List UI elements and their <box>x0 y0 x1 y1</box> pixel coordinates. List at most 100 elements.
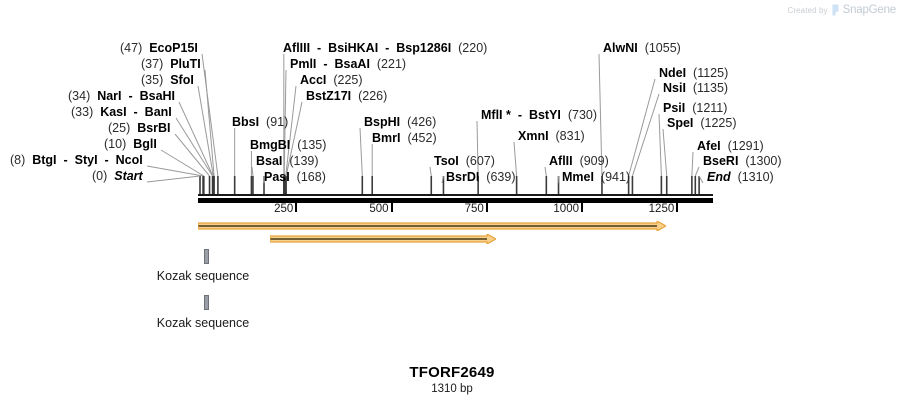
enzyme-name: StyI <box>74 153 98 167</box>
enzyme-position: (941) <box>600 170 631 184</box>
enzyme-position: (221) <box>376 57 407 71</box>
enzyme-position: (1291) <box>727 139 764 153</box>
enzyme-label-bseri[interactable]: BseRI (1300) <box>703 155 782 168</box>
leader-line-aflii <box>544 166 547 177</box>
enzyme-label-mmei[interactable]: MmeI (941) <box>562 171 630 184</box>
ruler-tick-label-750: 750 <box>464 203 484 215</box>
leader-line-btgi <box>146 165 204 177</box>
enzyme-label-mfli[interactable]: MflI * - BstYI (730) <box>481 108 598 122</box>
enzyme-name: NdeI <box>659 66 687 80</box>
enzyme-name: BglI <box>133 137 157 151</box>
enzyme-label-bgli[interactable]: (10) BglI <box>104 138 157 151</box>
enzyme-label-kasi[interactable]: (33) KasI - BanI <box>71 105 172 119</box>
enzyme-name: End <box>707 170 731 184</box>
enzyme-label-bsai[interactable]: BsaI (139) <box>256 155 319 168</box>
feature-label-kozak-2[interactable]: Kozak sequence <box>156 316 250 330</box>
enzyme-position: (1300) <box>745 154 782 168</box>
enzyme-position: (35) <box>141 73 164 87</box>
enzyme-label-sfoi[interactable]: (35) SfoI <box>141 74 194 87</box>
sequence-length: 1310 bp <box>431 383 473 395</box>
watermark-prefix: Created by <box>787 5 828 15</box>
enzyme-position: (1055) <box>644 41 681 55</box>
leader-line-alwni <box>598 53 603 177</box>
leader-line-bsrbi <box>174 133 210 177</box>
orf-arrow-orf-1[interactable] <box>198 221 666 231</box>
snapgene-watermark: Created by SnapGene <box>787 2 896 18</box>
enzyme-position: (0) <box>92 169 108 183</box>
leader-line-plutI <box>204 69 215 177</box>
snapgene-flag-icon <box>832 4 839 16</box>
enzyme-name: PluTI <box>170 57 201 71</box>
enzyme-position: (730) <box>567 108 598 122</box>
ruler-tick-mark-750 <box>485 203 488 212</box>
enzyme-name: BspHI <box>364 115 401 129</box>
enzyme-name: PmlI <box>290 57 317 71</box>
enzyme-position: (220) <box>458 41 488 55</box>
enzyme-label-btgi[interactable]: (8) BtgI - StyI - NcoI <box>10 153 143 167</box>
enzyme-label-ecop15i[interactable]: (47) EcoP15I <box>120 42 198 55</box>
enzyme-label-bsrbi[interactable]: (25) BsrBI <box>108 122 171 135</box>
enzyme-label-spei[interactable]: SpeI (1225) <box>667 117 737 130</box>
enzyme-label-psii[interactable]: PsiI (1211) <box>663 102 727 115</box>
enzyme-name: AfeI <box>697 139 721 153</box>
enzyme-position: (1225) <box>700 116 737 130</box>
enzyme-name: MmeI <box>562 170 594 184</box>
enzyme-label-pasi[interactable]: PasI (168) <box>264 171 326 184</box>
enzyme-label-nsii[interactable]: NsiI (1135) <box>663 82 728 95</box>
enzyme-label-start[interactable]: (0) Start <box>92 170 143 183</box>
enzyme-position: (139) <box>289 154 319 168</box>
enzyme-position: (47) <box>120 41 143 55</box>
enzyme-name: BmgBI <box>250 138 291 152</box>
enzyme-name: BmrI <box>372 131 401 145</box>
enzyme-label-bstz17i[interactable]: BstZ17I (226) <box>306 90 387 103</box>
leader-line-start <box>146 175 201 183</box>
enzyme-label-bsphi[interactable]: BspHI (426) <box>364 116 436 129</box>
enzyme-position: (1310) <box>737 170 774 184</box>
enzyme-name: BstZ17I <box>306 89 352 103</box>
page-title: TFORF2649 <box>409 364 495 381</box>
enzyme-position: (33) <box>71 105 94 119</box>
enzyme-name: BstYI <box>528 108 561 122</box>
leader-line-bseri <box>694 166 700 177</box>
enzyme-label-ndei[interactable]: NdeI (1125) <box>659 67 728 80</box>
enzyme-position: (37) <box>141 57 164 71</box>
enzyme-label-afei[interactable]: AfeI (1291) <box>697 140 764 153</box>
enzyme-label-bmri[interactable]: BmrI (452) <box>372 132 437 145</box>
enzyme-label-bsrdi[interactable]: BsrDI (639) <box>446 171 515 184</box>
enzyme-label-tsoi[interactable]: TsoI (607) <box>434 155 495 168</box>
watermark-brand: SnapGene <box>842 4 897 16</box>
leader-line-spei <box>662 128 668 177</box>
enzyme-name: BanI <box>144 105 172 119</box>
feature-label-kozak-1[interactable]: Kozak sequence <box>156 269 250 283</box>
enzyme-position: (1125) <box>693 66 729 80</box>
enzyme-label-xmni[interactable]: XmnI (831) <box>518 130 585 143</box>
feature-marker-kozak-2[interactable] <box>204 295 209 310</box>
enzyme-label-bmgbi[interactable]: BmgBI (135) <box>250 139 326 152</box>
enzyme-label-aflii[interactable]: AflII (909) <box>549 155 609 168</box>
enzyme-label-afliii[interactable]: AflIII - BsiHKAI - Bsp1286I (220) <box>283 41 488 55</box>
leader-line-mfli <box>476 120 479 177</box>
enzyme-position: (226) <box>358 89 388 103</box>
enzyme-label-plutI[interactable]: (37) PluTI <box>141 58 201 71</box>
enzyme-label-end[interactable]: End (1310) <box>707 171 774 184</box>
sequence-backbone-line <box>198 194 713 196</box>
enzyme-label-bbsi[interactable]: BbsI (91) <box>232 116 288 129</box>
enzyme-label-nari[interactable]: (34) NarI - BsaHI <box>68 89 176 103</box>
enzyme-name: KasI <box>100 105 127 119</box>
enzyme-name: AlwNI <box>603 41 638 55</box>
feature-marker-kozak-1[interactable] <box>204 249 209 264</box>
sequence-backbone-bar <box>198 198 713 203</box>
leader-line-psii <box>658 113 662 177</box>
enzyme-label-pmli[interactable]: PmlI - BsaAI (221) <box>290 57 407 71</box>
enzyme-position: (225) <box>333 73 363 87</box>
ruler-tick-label-1000: 1000 <box>553 203 579 215</box>
enzyme-name: NcoI <box>115 153 143 167</box>
orf-arrow-orf-2[interactable] <box>270 234 496 244</box>
enzyme-name: BsrDI <box>446 170 480 184</box>
enzyme-label-alwni[interactable]: AlwNI (1055) <box>603 42 681 55</box>
ruler-tick-mark-1000 <box>581 203 583 212</box>
enzyme-name: SfoI <box>170 73 194 87</box>
ruler-tick-mark-250 <box>295 203 298 212</box>
enzyme-label-acci[interactable]: AccI (225) <box>300 74 363 87</box>
